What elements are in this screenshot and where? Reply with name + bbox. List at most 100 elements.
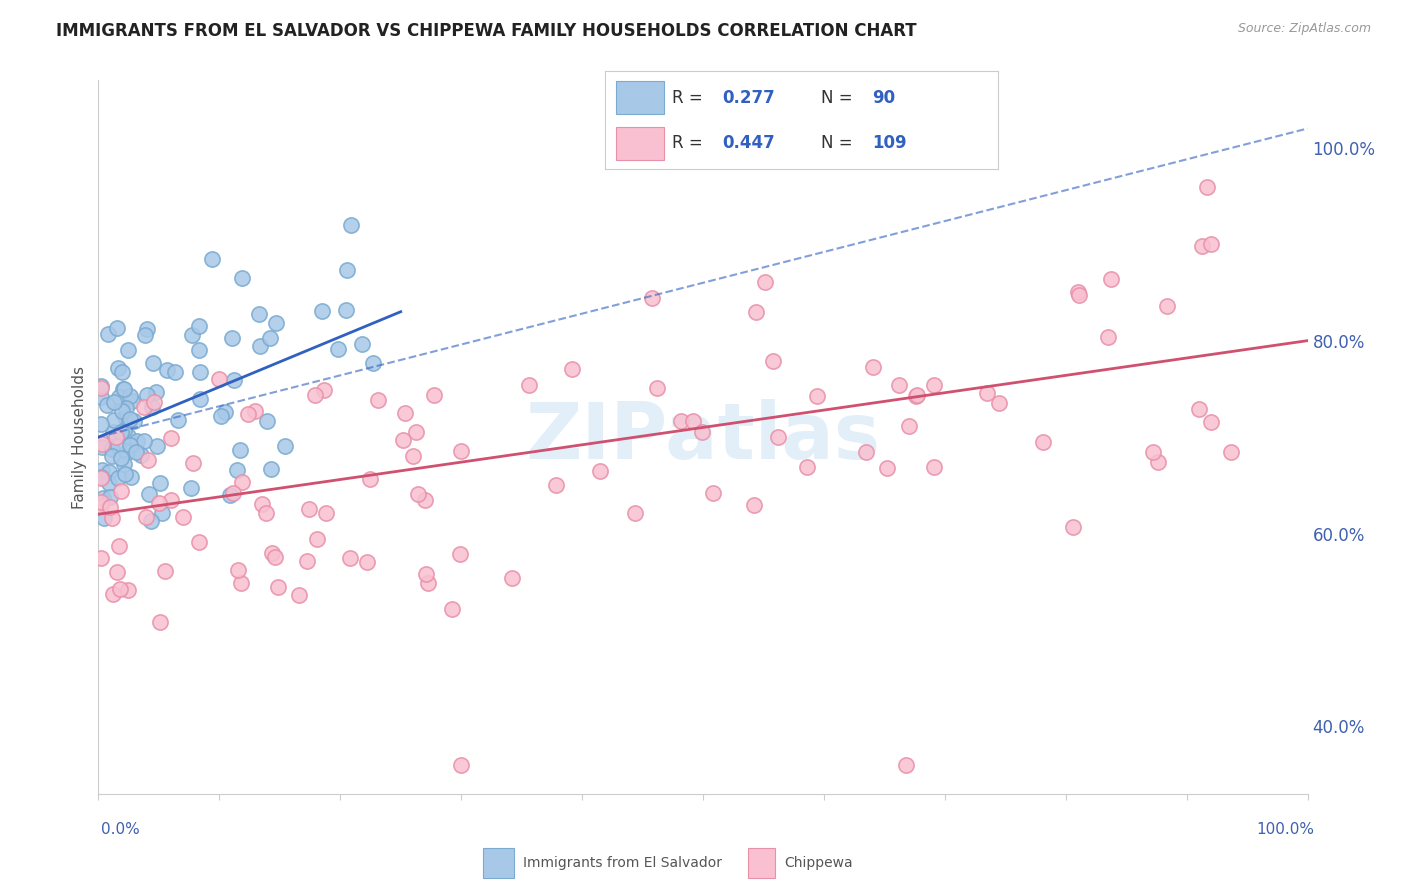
Point [339,550,361,565]
Point [1069,288,1091,302]
Point [501,570,523,584]
Point [156,363,179,377]
Point [1067,285,1090,299]
Point [129,448,152,462]
Point [108,582,131,597]
Point [97,326,120,341]
Point [894,758,917,772]
Point [167,413,190,427]
Point [145,385,167,400]
Point [101,425,124,439]
Point [221,331,243,345]
Point [115,444,138,458]
Point [136,388,159,402]
Point [90,470,112,484]
Point [181,328,204,343]
Point [356,555,378,569]
Point [134,328,156,343]
Point [146,439,169,453]
Point [402,449,425,463]
Bar [616,81,664,113]
Point [1156,300,1178,314]
Point [231,271,253,285]
Point [897,419,920,434]
Point [180,481,202,495]
Point [141,401,163,415]
Point [1097,330,1119,344]
Point [117,583,139,598]
Point [97,465,120,479]
Point [406,487,429,501]
Point [135,510,157,524]
Point [188,365,211,379]
Point [110,484,132,499]
Point [761,354,783,368]
Point [744,304,766,318]
Point [172,510,194,524]
Point [226,563,249,577]
Point [214,405,236,419]
Point [187,343,209,358]
Point [1032,435,1054,450]
Point [669,414,692,428]
Bar [616,128,664,160]
Point [112,423,135,437]
Point [118,412,141,426]
Point [127,434,149,448]
Point [111,404,134,418]
Text: ZIPatlas: ZIPatlas [526,399,880,475]
Point [160,493,183,508]
Point [544,478,567,492]
Point [222,373,245,387]
Text: Chippewa: Chippewa [785,856,852,870]
Point [98,475,121,490]
Point [148,496,170,510]
Point [181,456,204,470]
Point [149,475,172,490]
Point [135,321,157,335]
Point [647,381,669,395]
Point [152,507,174,521]
Point [256,414,278,428]
Point [297,553,319,567]
Point [90,495,112,509]
Point [517,378,540,392]
Point [806,389,828,403]
Point [90,463,112,477]
Point [359,472,381,486]
Point [904,389,927,403]
Point [796,460,818,475]
Point [125,445,148,459]
Point [118,389,141,403]
Point [142,395,165,409]
Point [340,218,363,232]
Point [90,379,112,393]
Point [107,390,129,404]
Point [976,386,998,401]
Point [887,378,910,392]
Point [1099,272,1122,286]
Point [188,392,211,407]
Point [315,506,337,520]
Point [855,444,877,458]
Point [450,758,472,772]
Point [187,535,209,549]
Text: 90: 90 [872,89,896,107]
Point [450,443,472,458]
Point [922,460,945,475]
Point [112,383,135,397]
Point [394,406,416,420]
Point [1219,445,1241,459]
Point [153,564,176,578]
Point [100,442,122,456]
Point [441,602,464,616]
Point [231,475,253,490]
Point [243,404,266,418]
Point [100,511,122,525]
Point [104,430,127,444]
Point [766,430,789,444]
Point [114,409,136,424]
Point [110,425,132,439]
Point [702,486,724,500]
Point [641,292,664,306]
